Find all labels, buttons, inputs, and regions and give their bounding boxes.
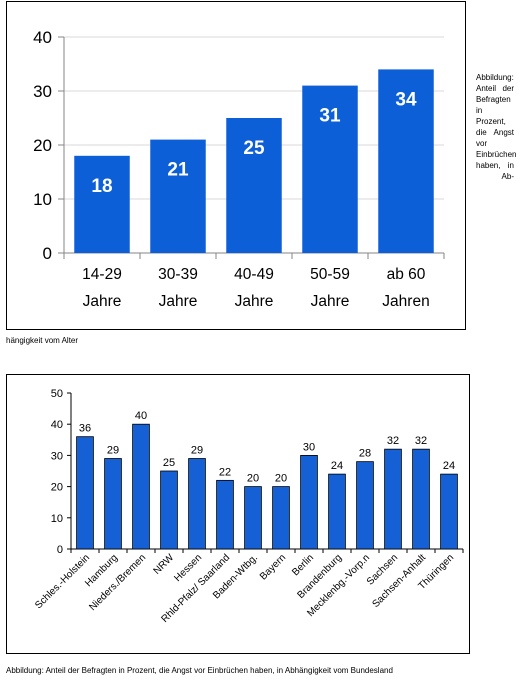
data-label: 40 bbox=[135, 410, 147, 422]
x-tick-label: Jahren bbox=[382, 293, 429, 310]
x-tick-label: Berlin bbox=[290, 552, 316, 578]
bar bbox=[244, 486, 262, 550]
y-tick-label: 20 bbox=[33, 136, 52, 155]
y-tick-label: 0 bbox=[43, 244, 52, 263]
data-label: 24 bbox=[331, 460, 343, 472]
bar bbox=[440, 473, 458, 550]
y-tick-label: 40 bbox=[51, 419, 63, 431]
data-label: 32 bbox=[415, 435, 427, 447]
bar bbox=[132, 423, 150, 550]
data-label: 29 bbox=[107, 445, 119, 457]
data-label: 28 bbox=[359, 448, 371, 460]
y-tick-label: 30 bbox=[51, 450, 63, 462]
x-tick-label: Jahre bbox=[83, 293, 122, 310]
data-label: 25 bbox=[243, 138, 265, 159]
x-tick-label: 50-59 bbox=[310, 266, 350, 283]
bar bbox=[328, 473, 346, 550]
data-label: 30 bbox=[303, 441, 315, 453]
y-tick-label: 0 bbox=[57, 544, 63, 556]
bar bbox=[226, 118, 282, 253]
chart1-side-caption: Abbildung: Anteil der Befragten in Proze… bbox=[476, 73, 517, 181]
bar bbox=[160, 470, 178, 550]
x-tick-label: Jahre bbox=[159, 293, 198, 310]
state-chart-svg: 0102030405036Schles.-Holstein29Hamburg40… bbox=[33, 388, 464, 625]
chart1-caption-end: hängigkeit vom Alter bbox=[6, 336, 79, 345]
data-label: 18 bbox=[91, 176, 112, 197]
bar bbox=[384, 448, 402, 550]
data-label: 21 bbox=[167, 160, 189, 181]
bar bbox=[302, 85, 358, 253]
y-tick-label: 20 bbox=[51, 482, 63, 494]
x-tick-label: NRW bbox=[152, 552, 177, 577]
y-tick-label: 10 bbox=[51, 513, 63, 525]
x-tick-label: ab 60 bbox=[387, 266, 426, 283]
x-tick-label: 30-39 bbox=[158, 266, 198, 283]
bar bbox=[76, 436, 94, 550]
data-label: 34 bbox=[395, 89, 417, 110]
data-label: 22 bbox=[219, 466, 231, 478]
chart2-caption: Abbildung: Anteil der Befragten in Proze… bbox=[6, 666, 393, 675]
y-tick-label: 50 bbox=[51, 388, 63, 400]
data-label: 32 bbox=[387, 435, 399, 447]
age-chart: 0 10 20 30 40 18 14-29 Jahre 21 30-39 Jahre 25 40-49… bbox=[6, 1, 466, 330]
x-tick-label: Bayern bbox=[258, 552, 288, 582]
age-chart-svg: 0 10 20 30 40 18 14-29 Jahre 21 30-39 Jahre 25 40-49… bbox=[33, 28, 445, 310]
data-label: 29 bbox=[191, 445, 203, 457]
bar bbox=[188, 458, 206, 550]
bar bbox=[150, 139, 206, 253]
data-label: 36 bbox=[79, 423, 91, 435]
data-label: 20 bbox=[275, 473, 287, 485]
y-tick-label: 10 bbox=[33, 190, 52, 209]
x-tick-label: Jahre bbox=[311, 293, 350, 310]
x-tick-label: 14-29 bbox=[82, 266, 122, 283]
state-chart: 0 10 20 30 40 50 36 Schles.-Holstein 29 Hamburg 40… bbox=[6, 374, 470, 654]
x-tick-label: Jahre bbox=[235, 293, 274, 310]
bar bbox=[300, 455, 318, 550]
y-tick-label: 40 bbox=[33, 28, 52, 47]
bar bbox=[104, 458, 122, 550]
bar bbox=[356, 461, 374, 550]
bar bbox=[412, 448, 430, 550]
data-label: 24 bbox=[443, 460, 455, 472]
bar bbox=[378, 69, 434, 254]
bar bbox=[272, 486, 290, 550]
data-label: 25 bbox=[163, 457, 175, 469]
bar bbox=[74, 155, 130, 253]
data-label: 20 bbox=[247, 473, 259, 485]
x-tick-label: 40-49 bbox=[234, 266, 274, 283]
y-tick-label: 30 bbox=[33, 82, 52, 101]
bar bbox=[216, 479, 234, 550]
data-label: 31 bbox=[319, 106, 341, 127]
